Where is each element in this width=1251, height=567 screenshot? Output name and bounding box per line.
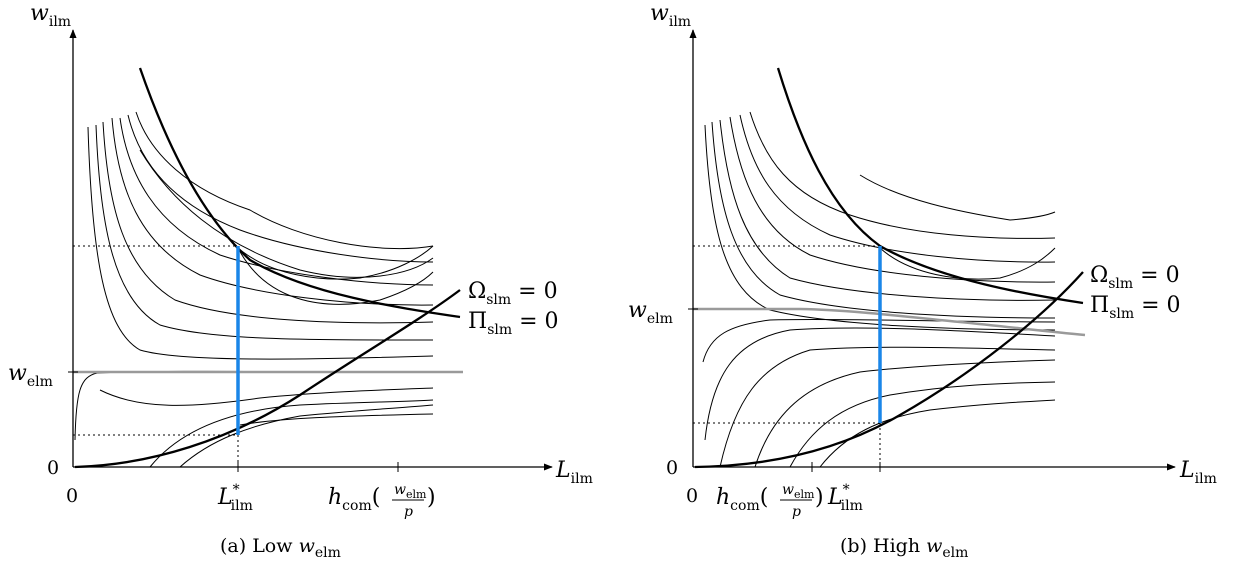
curve-b-9 [702, 318, 1056, 363]
curve-a-9 [139, 149, 434, 278]
legend-pi-a: Πslm = 0 [468, 309, 559, 338]
w-elm-line-b [693, 307, 1086, 337]
curve-a-7 [127, 114, 434, 263]
panel-a: wilm Lilm 0 0 welm L* ilm hcom( welm p ) … [8, 1, 593, 561]
y-axis-label-a: wilm [30, 1, 71, 30]
legend-pi-b: Πslm = 0 [1090, 293, 1181, 322]
pi-curve-b [776, 67, 1084, 305]
curve-a-5 [111, 117, 434, 306]
curve-b-8 [859, 174, 1056, 221]
svg-text:p: p [404, 504, 413, 520]
x-axis-label-a: Lilm [555, 458, 593, 487]
panel-b: wilm Lilm 0 0 welm hcom( welm p ) L* ilm … [628, 1, 1217, 561]
svg-text:hcom(: hcom( [716, 485, 768, 514]
curve-a-14 [179, 404, 434, 468]
origin-x-label-b: 0 [686, 485, 698, 507]
curve-b-5 [739, 114, 1056, 263]
x-tick-label-a-h: hcom( welm p ) [328, 482, 436, 520]
curve-a-12 [99, 387, 434, 406]
curve-b-4 [729, 116, 1056, 283]
legend-omega-a: Ωslm = 0 [468, 279, 558, 308]
curve-a-8 [135, 111, 434, 250]
svg-text:welm: welm [782, 482, 815, 501]
x-tick-label-b-h: hcom( welm p ) [716, 482, 824, 520]
pi-curve-a [138, 67, 461, 319]
curve-b-3 [719, 119, 1056, 301]
origin-x-label-a: 0 [66, 485, 78, 507]
omega-curve-a [74, 289, 461, 469]
guides-b [693, 245, 881, 467]
curve-a-4 [102, 121, 434, 324]
curve-a-1 [74, 370, 434, 441]
x-tick-label-b-opt: L* ilm [827, 482, 863, 514]
curve-a-10 [237, 245, 434, 280]
curve-a-3 [95, 124, 434, 341]
svg-text:hcom(: hcom( [328, 485, 380, 514]
curve-a-11 [237, 247, 434, 305]
curve-b-10 [704, 327, 1056, 441]
x-tick-label-a-opt: L* ilm [217, 482, 253, 514]
origin-y-label-b: 0 [666, 457, 678, 479]
guides-a [73, 245, 239, 467]
caption-b: (b) High welm [840, 535, 968, 561]
curve-a-2 [87, 126, 434, 360]
y-tick-label-b: welm [628, 298, 673, 327]
curve-b-14 [819, 399, 1056, 468]
origin-y-label-a: 0 [47, 457, 59, 479]
x-axis-label-b: Lilm [1179, 458, 1217, 487]
curve-a-6 [119, 117, 434, 286]
svg-text:p: p [792, 504, 801, 520]
curve-b-6 [749, 111, 1056, 239]
curve-a-15 [239, 413, 434, 426]
caption-a: (a) Low welm [220, 535, 341, 561]
omega-curve-b [694, 271, 1084, 469]
curve-family-a [74, 111, 434, 468]
svg-text:): ) [815, 485, 824, 510]
svg-text:welm: welm [394, 482, 427, 501]
curve-b-11 [719, 346, 1056, 468]
y-tick-label-a: welm [8, 361, 53, 390]
curve-b-13 [789, 381, 1056, 468]
y-axis-label-b: wilm [650, 1, 691, 30]
curve-b-2 [711, 121, 1056, 319]
svg-text:): ) [427, 485, 436, 510]
legend-omega-b: Ωslm = 0 [1090, 263, 1180, 292]
curve-b-7 [879, 247, 1056, 280]
curve-a-13 [149, 399, 434, 468]
curve-b-12 [754, 359, 1056, 468]
